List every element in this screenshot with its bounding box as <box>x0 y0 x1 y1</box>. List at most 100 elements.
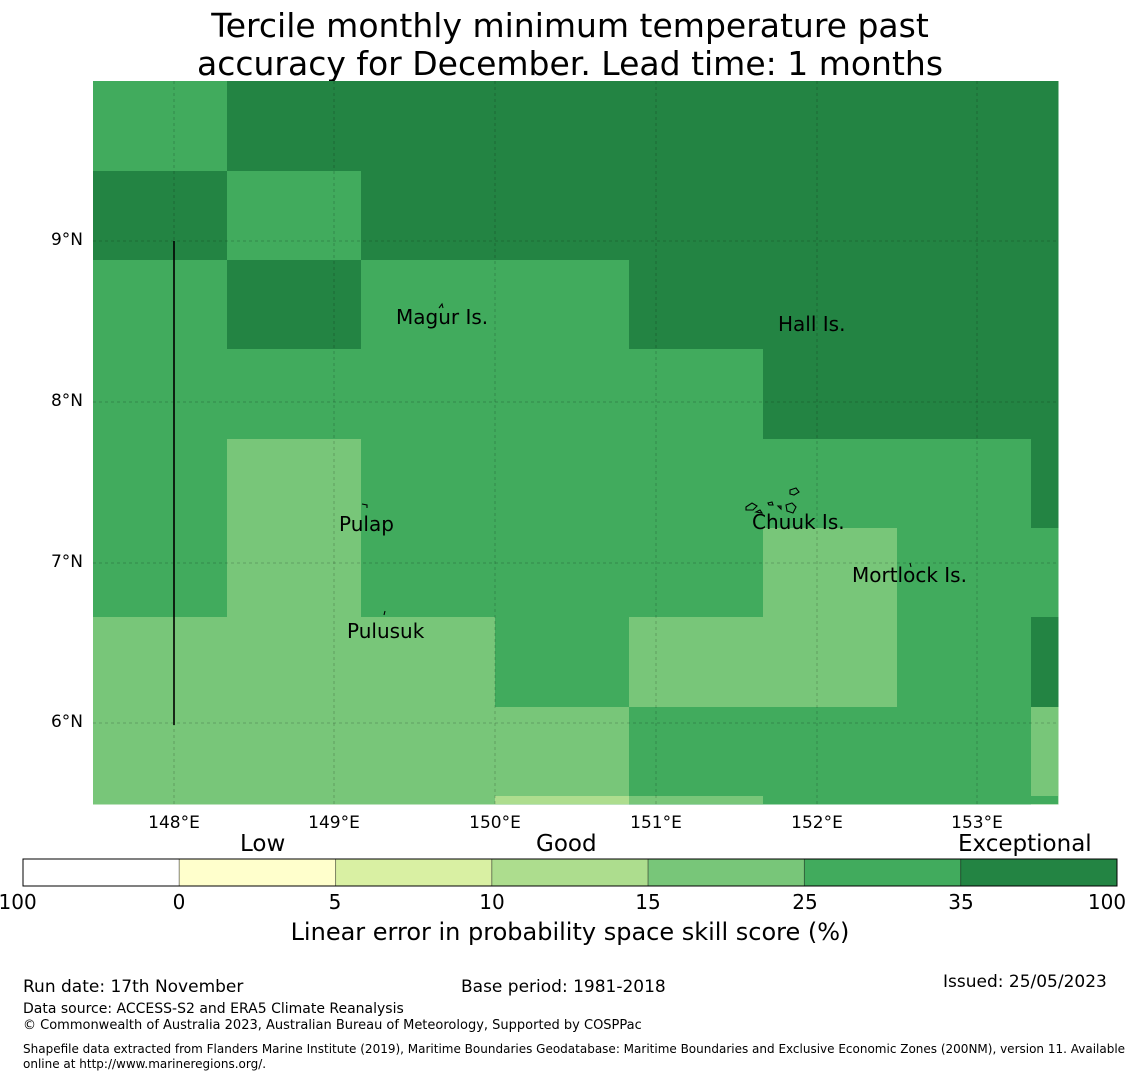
skill-cell <box>93 439 228 529</box>
skill-cell <box>1031 171 1059 261</box>
skill-grid <box>93 81 1059 805</box>
island-chuuk-b <box>767 501 774 506</box>
island-chuuk-north <box>789 487 800 496</box>
colorbar <box>22 858 1118 887</box>
lat-label-7n: 7°N <box>50 552 83 572</box>
shapefile-credit: Shapefile data extracted from Flanders M… <box>23 1042 1126 1071</box>
skill-cell <box>361 439 496 529</box>
skill-cell <box>629 439 764 529</box>
skill-cell <box>495 81 630 172</box>
lon-label-148e: 148°E <box>148 813 200 833</box>
skill-cell <box>93 707 228 805</box>
skill-cell-edge <box>495 796 629 804</box>
colorbar-frame <box>22 858 1118 887</box>
skill-cell-edge <box>1031 796 1058 804</box>
island-chuuk-west <box>745 502 758 511</box>
skill-cell <box>897 528 1032 618</box>
skill-cell <box>361 528 496 618</box>
skill-cell <box>629 81 764 172</box>
place-label-magur: Magur Is. <box>396 305 489 329</box>
colorbar-tick: 0 <box>172 890 186 914</box>
colorbar-tick: 35 <box>948 890 974 914</box>
skill-cell <box>495 171 630 261</box>
skill-cell <box>763 707 898 805</box>
island-chuuk-a <box>754 509 764 514</box>
skill-cell <box>93 349 228 440</box>
category-exceptional: Exceptional <box>958 831 1092 857</box>
colorbar-swatch <box>22 858 180 887</box>
skill-cell <box>93 171 228 261</box>
skill-cell <box>763 349 898 440</box>
colorbar-swatch <box>960 858 1118 887</box>
lon-label-149e: 149°E <box>308 813 360 833</box>
title-line-1: Tercile monthly minimum temperature past <box>211 6 929 45</box>
skill-cell <box>897 617 1032 708</box>
category-low: Low <box>240 831 286 857</box>
skill-cell <box>763 260 898 350</box>
skill-cell <box>227 617 362 708</box>
copyright: © Commonwealth of Australia 2023, Austra… <box>23 1018 642 1033</box>
skill-cell <box>495 707 630 805</box>
colorbar-tick: 100 <box>1087 890 1127 914</box>
skill-cell <box>93 617 228 708</box>
skill-cell <box>495 528 630 618</box>
skill-cell-edge <box>629 796 763 804</box>
skill-cell <box>361 617 496 708</box>
island-magur <box>438 302 444 309</box>
skill-cell <box>495 439 630 529</box>
place-label-pulap: Pulap <box>339 512 394 536</box>
lat-label-9n: 9°N <box>50 230 83 250</box>
skill-cell <box>361 81 496 172</box>
data-source: Data source: ACCESS-S2 and ERA5 Climate … <box>23 1001 404 1017</box>
lon-label-152e: 152°E <box>791 813 843 833</box>
skill-cell <box>897 171 1032 261</box>
base-period: Base period: 1981-2018 <box>461 977 666 997</box>
colorbar-swatch <box>335 858 493 887</box>
skill-cell <box>495 260 630 350</box>
skill-cell <box>495 617 630 708</box>
skill-cell <box>763 171 898 261</box>
skill-cell <box>227 707 362 805</box>
skill-cell <box>763 81 898 172</box>
skill-cell <box>897 81 1032 172</box>
skill-cell <box>629 171 764 261</box>
skill-cell <box>93 81 228 172</box>
colorbar-tick: 15 <box>635 890 661 914</box>
skill-cell <box>1031 617 1059 708</box>
lon-label-153e: 153°E <box>951 813 1003 833</box>
island-chuuk-c <box>776 505 782 511</box>
colorbar-swatch <box>178 858 337 887</box>
lon-label-151e: 151°E <box>630 813 682 833</box>
skill-cell <box>1031 81 1059 172</box>
colorbar-swatch <box>647 858 805 887</box>
category-good: Good <box>536 831 597 857</box>
skill-cell <box>227 260 362 350</box>
island-chuuk-east <box>785 502 797 514</box>
skill-cell <box>1031 528 1059 618</box>
skill-cell <box>361 707 496 805</box>
skill-cell <box>897 707 1032 805</box>
skill-cell <box>629 617 764 708</box>
colorbar-tick: -100 <box>0 890 37 914</box>
skill-cell <box>1031 349 1059 440</box>
title-line-2: accuracy for December. Lead time: 1 mont… <box>196 44 944 83</box>
skill-cell <box>763 439 898 529</box>
skill-cell <box>227 349 362 440</box>
skill-cell <box>93 528 228 618</box>
skill-cell <box>629 349 764 440</box>
colorbar-swatch <box>491 858 649 887</box>
skill-cell <box>1031 439 1059 529</box>
skill-cell <box>763 617 898 708</box>
skill-cell <box>629 707 764 805</box>
place-label-pulusuk: Pulusuk <box>347 619 425 643</box>
lon-label-150e: 150°E <box>469 813 521 833</box>
colorbar-tick: 25 <box>792 890 818 914</box>
skill-cell <box>227 528 362 618</box>
lat-label-6n: 6°N <box>50 712 83 732</box>
skill-cell <box>1031 707 1059 805</box>
skill-cell <box>93 260 228 350</box>
island-outlines <box>361 302 912 616</box>
skill-cell <box>361 171 496 261</box>
place-label-chuuk: Chuuk Is. <box>752 510 845 534</box>
